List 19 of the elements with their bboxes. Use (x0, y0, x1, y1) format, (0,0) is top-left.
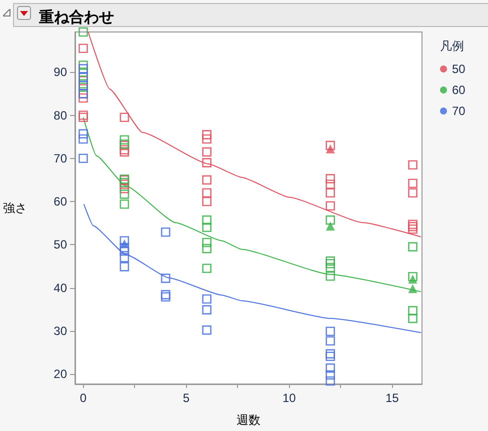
y-tick-label: 50 (54, 238, 68, 252)
y-tick-label: 80 (54, 108, 68, 122)
legend-label: 70 (452, 104, 466, 118)
legend-title: 凡例 (440, 39, 464, 53)
legend-label: 50 (452, 62, 466, 76)
x-axis-title: 週数 (236, 413, 260, 427)
y-axis-title: 強さ (3, 201, 27, 215)
y-tick-label: 40 (54, 280, 68, 295)
legend-label: 60 (452, 83, 466, 97)
y-tick-label: 70 (54, 151, 68, 166)
y-tick-label: 90 (54, 65, 68, 80)
x-tick-label: 10 (282, 391, 296, 405)
x-tick-label: 15 (385, 391, 400, 405)
x-tick-label: 5 (182, 391, 190, 405)
chart-title: 重ね合わせ (38, 9, 114, 26)
y-tick-label: 30 (54, 324, 68, 338)
y-tick-label: 60 (54, 194, 68, 209)
y-tick-label: 20 (54, 367, 68, 382)
x-tick-label: 0 (80, 391, 87, 405)
